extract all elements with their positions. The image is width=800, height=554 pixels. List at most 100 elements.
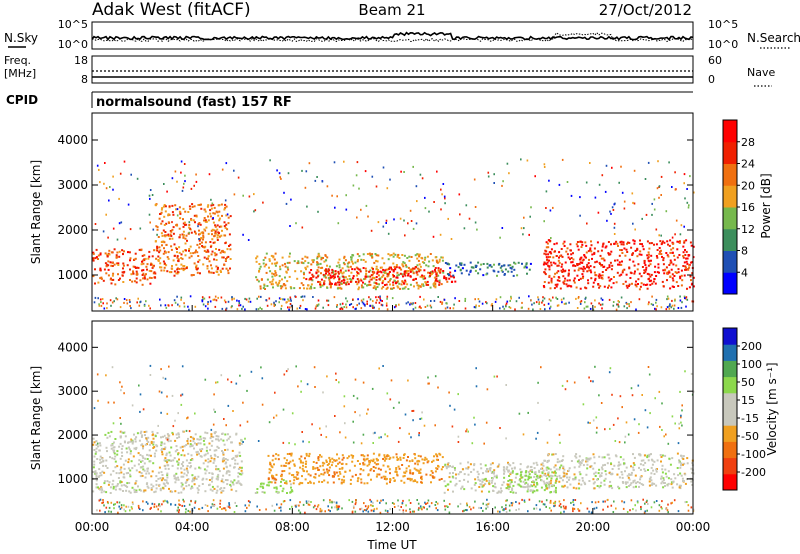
data-cell xyxy=(439,271,442,274)
data-cell xyxy=(475,266,477,268)
scatter-cell xyxy=(129,509,131,512)
scatter-cell xyxy=(269,159,271,162)
data-cell xyxy=(193,483,196,486)
data-cell xyxy=(388,267,391,270)
scatter-cell xyxy=(561,301,563,304)
data-cell xyxy=(123,250,125,253)
data-cell xyxy=(640,282,643,285)
data-cell xyxy=(646,272,649,275)
scatter-cell xyxy=(163,183,165,185)
scatter-cell xyxy=(188,503,191,506)
data-cell xyxy=(385,268,388,271)
data-cell xyxy=(404,280,407,283)
scatter-cell xyxy=(453,408,456,411)
scatter-cell xyxy=(105,374,107,377)
data-cell xyxy=(598,273,601,276)
data-cell xyxy=(576,245,579,248)
data-cell xyxy=(191,486,194,489)
data-cell xyxy=(679,472,682,475)
data-cell xyxy=(312,259,315,262)
data-cell xyxy=(323,471,326,474)
data-cell xyxy=(670,478,673,481)
data-cell xyxy=(368,463,371,466)
scatter-cell xyxy=(502,180,504,183)
data-cell xyxy=(569,243,572,246)
data-cell xyxy=(593,481,596,484)
data-cell xyxy=(419,285,422,288)
scatter-cell xyxy=(99,298,102,301)
data-cell xyxy=(586,460,589,463)
data-cell xyxy=(550,479,553,482)
data-cell xyxy=(216,445,219,448)
scatter-cell xyxy=(485,301,487,304)
data-cell xyxy=(134,440,137,443)
data-cell xyxy=(470,266,473,269)
scatter-cell xyxy=(683,295,686,298)
data-cell xyxy=(670,268,673,271)
data-cell xyxy=(679,484,682,487)
data-cell xyxy=(381,257,384,260)
data-cell xyxy=(180,471,183,474)
scatter-cell xyxy=(343,306,345,308)
scatter-cell xyxy=(379,501,381,504)
data-cell xyxy=(601,274,604,277)
data-cell xyxy=(567,273,570,276)
data-cell xyxy=(167,482,169,485)
data-cell xyxy=(387,274,390,277)
scatter-cell xyxy=(385,219,388,222)
scatter-cell xyxy=(464,307,467,310)
data-cell xyxy=(655,275,658,277)
data-cell xyxy=(567,284,570,287)
data-cell xyxy=(198,229,200,232)
data-cell xyxy=(193,447,195,450)
data-cell xyxy=(528,473,531,476)
scatter-cell xyxy=(502,508,504,511)
data-cell xyxy=(317,280,320,283)
data-cell xyxy=(172,433,174,436)
data-cell xyxy=(276,261,279,264)
data-cell xyxy=(219,488,222,491)
scatter-cell xyxy=(183,302,185,305)
data-cell xyxy=(94,471,97,474)
scatter-cell xyxy=(129,301,131,303)
data-cell xyxy=(340,271,342,274)
data-cell xyxy=(203,246,206,249)
scatter-cell xyxy=(244,504,247,507)
scatter-cell xyxy=(613,500,615,503)
data-cell xyxy=(550,477,553,480)
data-cell xyxy=(290,452,293,455)
scatter-cell xyxy=(285,370,288,373)
scatter-cell xyxy=(101,502,103,504)
data-cell xyxy=(472,266,475,269)
data-cell xyxy=(303,287,305,290)
data-cell xyxy=(224,234,227,237)
data-cell xyxy=(687,254,690,256)
data-cell xyxy=(187,452,190,455)
data-cell xyxy=(663,272,666,275)
data-cell xyxy=(143,274,146,277)
scatter-cell xyxy=(387,232,390,235)
data-cell xyxy=(336,287,339,290)
scatter-cell xyxy=(188,231,190,234)
data-cell xyxy=(106,253,109,256)
scatter-cell xyxy=(248,504,250,507)
data-cell xyxy=(208,479,211,481)
data-cell xyxy=(112,487,115,490)
scatter-cell xyxy=(115,297,117,300)
scatter-cell xyxy=(597,500,600,503)
data-cell xyxy=(664,468,667,471)
scatter-cell xyxy=(343,160,345,163)
data-cell xyxy=(199,242,201,245)
data-cell xyxy=(283,464,286,467)
scatter-cell xyxy=(360,307,363,310)
data-cell xyxy=(339,472,342,475)
data-cell xyxy=(287,268,290,271)
data-cell xyxy=(239,454,242,457)
data-cell xyxy=(238,444,241,446)
data-cell xyxy=(572,258,575,261)
data-cell xyxy=(280,478,283,481)
data-cell xyxy=(368,252,371,255)
scatter-cell xyxy=(166,438,169,441)
scatter-cell xyxy=(184,180,186,183)
data-cell xyxy=(223,225,226,228)
